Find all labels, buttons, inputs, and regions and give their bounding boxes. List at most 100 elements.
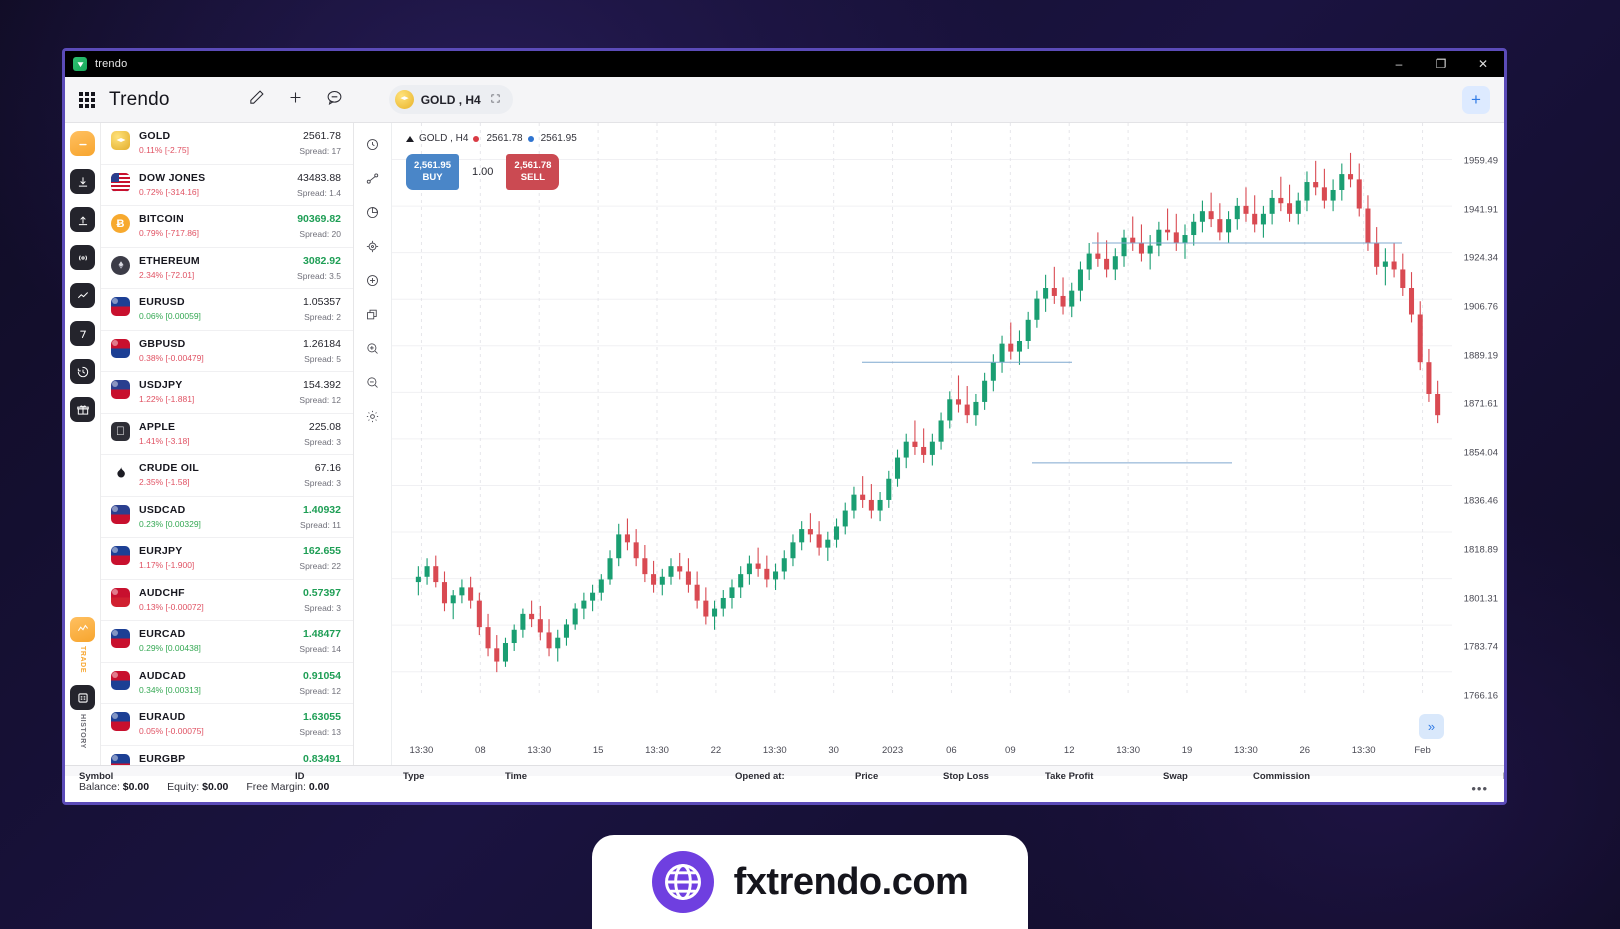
free-margin-label: Free Margin: bbox=[246, 781, 306, 793]
legend-bid-value: 2561.78 bbox=[486, 133, 523, 144]
x-axis-tick: 06 bbox=[946, 745, 957, 756]
x-axis-tick: 13:30 bbox=[1233, 745, 1258, 756]
history-grid-icon bbox=[70, 685, 95, 711]
watchlist-row[interactable]: EURAUD 0.05% [-0.00075] 1.63055 Spread: 13 bbox=[101, 704, 353, 746]
minimize-button[interactable]: – bbox=[1395, 57, 1403, 71]
symbol-quote: 43483.88 Spread: 1.4 bbox=[297, 172, 341, 199]
watchlist-row[interactable]: AUDCAD 0.34% [0.00313] 0.91054 Spread: 12 bbox=[101, 663, 353, 704]
watchlist-row[interactable]: AUDCHF 0.13% [-0.00072] 0.57397 Spread: 3 bbox=[101, 580, 353, 621]
watchlist-row[interactable]: EURCAD 0.29% [0.00438] 1.48477 Spread: 14 bbox=[101, 621, 353, 663]
symbol-quote: 0.83491Spread: 11 bbox=[300, 753, 341, 766]
symbol-name: EURAUD bbox=[139, 711, 186, 723]
watchlist-row[interactable]: CRUDE OIL 2.35% [-1.58] 67.16 Spread: 3 bbox=[101, 455, 353, 497]
x-axis-tick: 19 bbox=[1181, 745, 1193, 756]
add-circle-icon[interactable] bbox=[361, 268, 385, 292]
watchlist-row[interactable]: USDJPY 1.22% [-1.881] 154.392 Spread: 12 bbox=[101, 372, 353, 414]
watchlist-row[interactable]: DOW JONES 0.72% [-314.16] 43483.88 Spread: … bbox=[101, 165, 353, 206]
symbol-spread: Spread: 5 bbox=[304, 353, 341, 364]
symbol-info: EURCAD 0.29% [0.00438] bbox=[139, 628, 299, 654]
active-symbol-chip[interactable]: GOLD , H4 bbox=[388, 85, 513, 114]
free-margin-value: 0.00 bbox=[308, 781, 330, 793]
pie-icon[interactable] bbox=[361, 200, 385, 224]
sidebar-item-home[interactable] bbox=[70, 131, 95, 156]
chat-icon[interactable] bbox=[326, 89, 343, 111]
watchlist-row[interactable]: ETHEREUM 2.34% [-72.01] 3082.92 Spread: 3.5 bbox=[101, 248, 353, 289]
watchlist-row[interactable]: USDCAD 0.23% [0.00329] 1.40932 Spread: 11 bbox=[101, 497, 353, 538]
line-tool-icon[interactable] bbox=[361, 166, 385, 190]
layers-icon[interactable] bbox=[361, 302, 385, 326]
sidebar-item-gift[interactable] bbox=[70, 397, 95, 422]
buy-price: 2,561.95 bbox=[414, 160, 451, 171]
table-column-header: Profit bbox=[1503, 771, 1504, 782]
plus-icon[interactable] bbox=[287, 89, 304, 111]
symbol-flag-icon bbox=[111, 504, 130, 524]
expand-icon[interactable] bbox=[490, 93, 501, 107]
chart-y-axis: 1959.49 1941.91 1924.34 1906.76 1889.19 1871.… bbox=[1452, 123, 1504, 765]
scroll-forward-button[interactable]: » bbox=[1419, 714, 1444, 739]
application-window: trendo – ❐ ✕ Trendo bbox=[62, 48, 1507, 805]
zoom-out-icon[interactable] bbox=[361, 370, 385, 394]
sidebar-item-withdraw[interactable] bbox=[70, 207, 95, 232]
symbol-price: 0.83491 bbox=[303, 752, 341, 765]
symbol-name: GBPUSD bbox=[139, 337, 186, 350]
symbol-flag-icon bbox=[111, 670, 130, 690]
maximize-button[interactable]: ❐ bbox=[1435, 57, 1447, 71]
symbol-change: 0.23% [0.00329] bbox=[139, 518, 201, 529]
account-summary: Balance: $0.00 Equity: $0.00 Free Margin… bbox=[65, 776, 1504, 802]
y-axis-tick: 1889.19 bbox=[1463, 350, 1498, 362]
positions-panel: Symbol ID Type Time Opened at: Price Stop Loss… bbox=[65, 765, 1504, 802]
watchlist-row[interactable]:  APPLE 1.41% [-3.18] 225.08 Spread: 3 bbox=[101, 414, 353, 455]
symbol-price: 1.48477 bbox=[303, 628, 341, 640]
apps-grid-icon[interactable] bbox=[79, 91, 95, 108]
symbol-quote: 1.63055 Spread: 13 bbox=[299, 711, 341, 738]
rail-tab-history[interactable]: HISTORY bbox=[70, 685, 95, 749]
sidebar-item-calendar[interactable] bbox=[70, 321, 95, 346]
sell-button[interactable]: 2,561.78 SELL bbox=[506, 154, 560, 190]
symbol-info: USDJPY 1.22% [-1.881] bbox=[139, 379, 299, 405]
x-axis-tick: 12 bbox=[1063, 745, 1075, 756]
sidebar-item-history[interactable] bbox=[70, 359, 95, 384]
rail-tabs: TRADE HISTORY bbox=[70, 616, 95, 765]
pencil-icon[interactable] bbox=[248, 89, 265, 111]
settings-gear-icon[interactable] bbox=[361, 404, 385, 428]
symbol-price: 1.63055 bbox=[303, 711, 341, 723]
rail-tab-trade[interactable]: TRADE bbox=[70, 616, 95, 673]
symbol-change: 1.17% [-1.900] bbox=[139, 560, 195, 570]
lot-size-value[interactable]: 1.00 bbox=[472, 166, 494, 178]
watchlist-row[interactable]: Ƀ BITCOIN 0.79% [-717.86] 90369.82 Spread: 2… bbox=[101, 206, 353, 248]
watchlist-row[interactable]: EURUSD 0.06% [0.00059] 1.05357 Spread: 2 bbox=[101, 289, 353, 331]
symbol-info: EURUSD 0.06% [0.00059] bbox=[139, 296, 303, 322]
watchlist-row[interactable]: GOLD 0.11% [-2.75] 2561.78 Spread: 17 bbox=[101, 123, 353, 165]
sidebar-item-deposit[interactable] bbox=[70, 169, 95, 194]
symbol-quote: 2561.78 Spread: 17 bbox=[299, 130, 341, 157]
watchlist-row[interactable]: GBPUSD 0.38% [-0.00479] 1.26184 Spread: 5 bbox=[101, 331, 353, 372]
add-widget-button[interactable]: + bbox=[1462, 85, 1490, 114]
chart-canvas[interactable]: GOLD , H4 2561.78 2561.95 2,561.95 BUY 1… bbox=[392, 123, 1452, 765]
buy-button[interactable]: 2,561.95 BUY bbox=[406, 154, 459, 190]
symbol-info: ETHEREUM 2.34% [-72.01] bbox=[139, 255, 297, 281]
symbol-flag-icon bbox=[111, 753, 130, 765]
close-button[interactable]: ✕ bbox=[1477, 57, 1489, 71]
window-title: trendo bbox=[95, 58, 128, 70]
x-axis-tick: Feb bbox=[1414, 745, 1431, 756]
clock-icon[interactable] bbox=[361, 132, 385, 156]
more-options-button[interactable]: ••• bbox=[1471, 781, 1488, 796]
window-titlebar: trendo – ❐ ✕ bbox=[65, 51, 1504, 77]
table-column-header: Time bbox=[505, 771, 528, 782]
symbol-quote: 0.91054 Spread: 12 bbox=[299, 670, 341, 697]
zoom-in-icon[interactable] bbox=[361, 336, 385, 360]
sidebar-item-analytics[interactable] bbox=[70, 283, 95, 308]
crosshair-icon[interactable] bbox=[361, 234, 385, 258]
symbol-change: 1.41% [-3.18] bbox=[139, 435, 190, 446]
equity-value: $0.00 bbox=[202, 781, 229, 793]
watchlist-row[interactable]: EURJPY 1.17% [-1.900] 162.655 Spread: 22 bbox=[101, 538, 353, 580]
symbol-name: BITCOIN bbox=[139, 213, 184, 225]
x-axis-tick: 08 bbox=[475, 745, 486, 756]
sidebar-item-signals[interactable] bbox=[70, 245, 95, 270]
watchlist-panel[interactable]: GOLD 0.11% [-2.75] 2561.78 Spread: 17 DOW JO… bbox=[101, 123, 354, 765]
y-axis-tick: 1801.31 bbox=[1463, 593, 1498, 605]
symbol-spread: Spread: 2 bbox=[304, 312, 341, 322]
symbol-info: APPLE 1.41% [-3.18] bbox=[139, 421, 304, 447]
